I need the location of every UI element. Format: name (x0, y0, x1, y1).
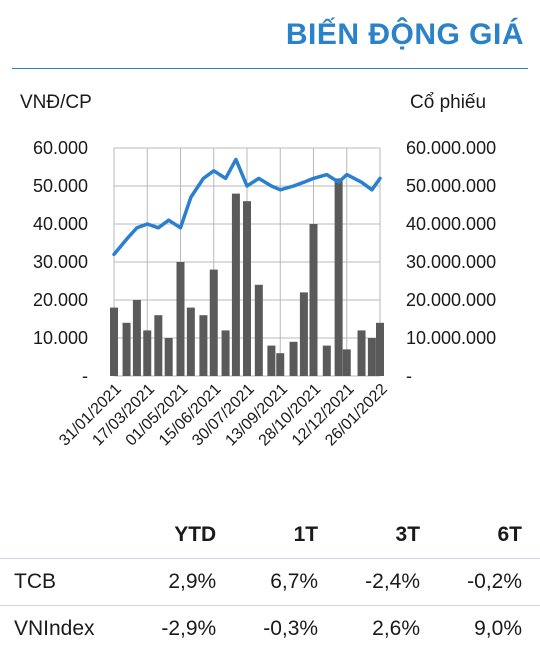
table-row: TCB 2,9% 6,7% -2,4% -0,2% (0, 558, 540, 606)
chart-title: BIẾN ĐỘNG GIÁ (285, 18, 524, 51)
right-tick-label: 10.000.000 (406, 328, 496, 348)
row-value: 2,6% (336, 605, 439, 652)
left-tick-label: 50.000 (33, 176, 88, 196)
volume-bar (186, 307, 195, 376)
price-volume-chart: - - 10.000 10.000.000 20.000 20.000.000 30.000… (33, 138, 496, 449)
price-line (112, 157, 382, 257)
right-axis-unit: Cổ phiếu (410, 92, 487, 113)
performance-table: YTD 1T 3T 6T TCB 2,9% 6,7% -2,4% -0,2% V… (0, 512, 540, 652)
left-tick-label: 30.000 (33, 252, 88, 272)
volume-bar (132, 300, 141, 376)
volume-bar (357, 330, 366, 376)
left-tick-label: 10.000 (33, 328, 88, 348)
right-tick-label: 20.000.000 (406, 290, 496, 310)
row-value: -2,4% (336, 558, 439, 606)
header-ytd: YTD (174, 523, 217, 546)
right-tick-label: 60.000.000 (406, 138, 496, 158)
volume-bar (122, 322, 131, 376)
volume-bar (154, 315, 163, 376)
volume-bar (376, 322, 384, 376)
row-name: VNIndex (0, 605, 133, 652)
right-tick-label: 50.000.000 (406, 176, 496, 196)
left-tick-label: - (82, 366, 88, 386)
volume-bar (334, 178, 343, 376)
left-tick-label: 40.000 (33, 214, 88, 234)
price-series-line (112, 157, 382, 257)
volume-bar (209, 269, 218, 376)
row-name: TCB (0, 558, 133, 606)
row-value: 6,7% (234, 558, 337, 606)
right-tick-label: 30.000.000 (406, 252, 496, 272)
volume-bar (309, 224, 318, 376)
volume-bar (164, 338, 173, 376)
volume-bar (367, 338, 376, 376)
volume-bar (176, 262, 185, 376)
row-value: -2,9% (132, 605, 235, 652)
header-6t: 6T (497, 523, 522, 546)
row-value: -0,2% (438, 558, 540, 606)
row-value: -0,3% (234, 605, 337, 652)
left-axis-unit: VNĐ/CP (20, 92, 92, 113)
volume-bars (110, 178, 384, 376)
volume-bar (243, 201, 251, 376)
volume-bar (289, 341, 298, 376)
table-row: VNIndex -2,9% -0,3% 2,6% 9,0% (0, 605, 540, 652)
volume-bar (143, 330, 152, 376)
row-value: 9,0% (438, 605, 540, 652)
volume-bar (267, 345, 276, 376)
volume-bar (254, 284, 263, 376)
volume-bar (110, 307, 118, 376)
right-tick-label: - (406, 366, 412, 386)
header-3t: 3T (395, 523, 421, 546)
volume-bar (231, 193, 240, 376)
volume-bar (276, 353, 285, 376)
volume-bar (342, 349, 351, 376)
header-corner (0, 512, 132, 559)
row-value: 2,9% (132, 558, 235, 606)
volume-bar (299, 292, 308, 376)
axis-ticks: - - 10.000 10.000.000 20.000 20.000.000 30.000… (33, 138, 496, 449)
left-tick-label: 20.000 (33, 290, 88, 310)
volume-bar (221, 330, 230, 376)
volume-bar (322, 345, 331, 376)
header-1t: 1T (293, 523, 319, 546)
volume-bar (199, 315, 208, 376)
right-tick-label: 40.000.000 (406, 214, 496, 234)
title-divider (12, 68, 528, 69)
left-tick-label: 60.000 (33, 138, 88, 158)
performance-header-row: YTD 1T 3T 6T (0, 512, 540, 559)
